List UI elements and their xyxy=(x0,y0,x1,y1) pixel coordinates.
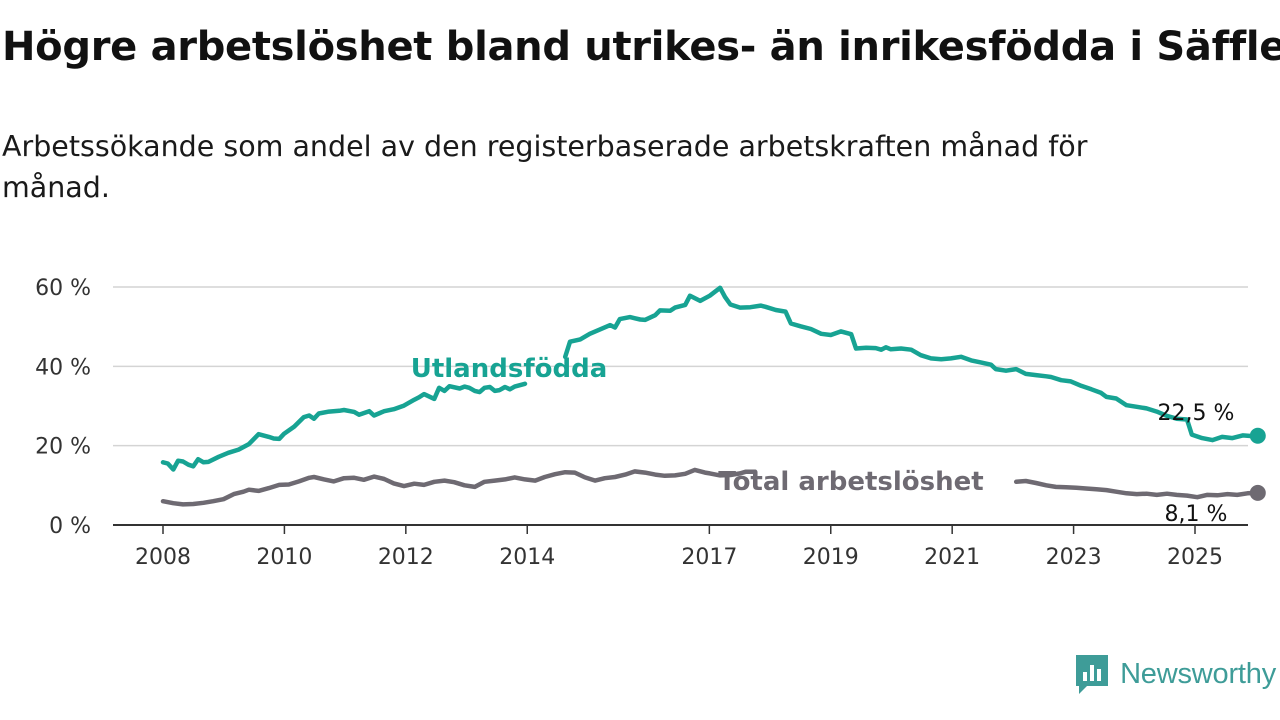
foreign-born-end-value: 22,5 % xyxy=(1158,401,1235,426)
foreign-born-series-line xyxy=(160,381,528,472)
x-tick-label: 2010 xyxy=(256,545,312,570)
total-series-line xyxy=(1013,478,1261,500)
y-tick-label: 0 % xyxy=(49,514,91,539)
x-tick-label: 2008 xyxy=(135,545,191,570)
x-tick-label: 2019 xyxy=(803,545,859,570)
x-tick-label: 2014 xyxy=(499,545,555,570)
x-tick-label: 2017 xyxy=(681,545,737,570)
newsworthy-brand-name: Newsworthy xyxy=(1120,657,1276,690)
newsworthy-brand[interactable]: Newsworthy xyxy=(1074,652,1276,696)
newsworthy-logo-icon xyxy=(1076,655,1109,694)
foreign-born-series-label: Utlandsfödda xyxy=(411,354,608,384)
foreign-born-series-line xyxy=(562,285,1261,443)
y-tick-label: 20 % xyxy=(35,435,91,460)
y-tick-label: 40 % xyxy=(35,355,91,380)
x-tick-label: 2025 xyxy=(1167,545,1223,570)
y-tick-label: 60 % xyxy=(35,276,91,301)
x-tick-label: 2021 xyxy=(924,545,980,570)
chart-title: Högre arbetslöshet bland utrikes- än inr… xyxy=(2,24,1280,70)
total-series-line xyxy=(160,467,758,507)
x-tick-label: 2012 xyxy=(378,545,434,570)
total-end-point xyxy=(1249,484,1266,501)
x-tick-label: 2023 xyxy=(1046,545,1102,570)
total-series-label: Total arbetslöshet xyxy=(718,467,983,497)
chart-subtitle: Arbetssökande som andel av den registerb… xyxy=(2,130,1088,204)
total-end-value: 8,1 % xyxy=(1165,502,1228,527)
foreign-born-end-point xyxy=(1249,427,1266,444)
